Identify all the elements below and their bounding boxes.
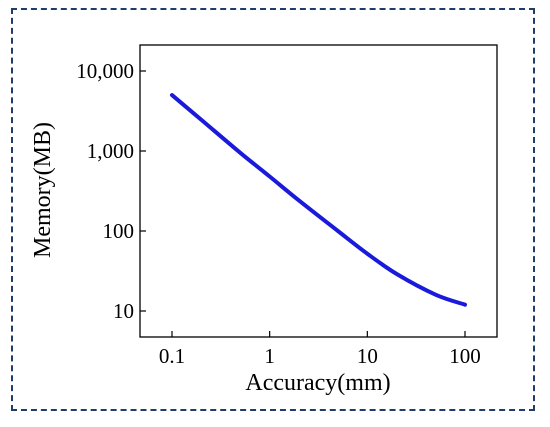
x-tick-label: 100 bbox=[449, 344, 481, 368]
x-axis-label: Accuracy(mm) bbox=[245, 370, 390, 396]
plot-border bbox=[139, 44, 498, 338]
series-line bbox=[170, 93, 467, 307]
y-tick-label: 1,000 bbox=[87, 139, 134, 163]
y-tick-label: 100 bbox=[103, 219, 135, 243]
x-tick-label: 0.1 bbox=[159, 344, 185, 368]
chart-frame bbox=[11, 8, 535, 411]
series-layer bbox=[170, 93, 467, 307]
x-axis-ticks: 0.1 1 10 100 bbox=[159, 331, 481, 368]
y-tick-label: 10 bbox=[113, 299, 134, 323]
x-tick-label: 1 bbox=[264, 344, 275, 368]
y-tick-label: 10,000 bbox=[76, 59, 134, 83]
x-tick-label: 10 bbox=[357, 344, 378, 368]
plot-area bbox=[139, 44, 498, 338]
y-axis-label: Memory(MB) bbox=[30, 122, 56, 258]
y-axis-ticks: 10 100 1,000 10,000 bbox=[76, 59, 146, 323]
